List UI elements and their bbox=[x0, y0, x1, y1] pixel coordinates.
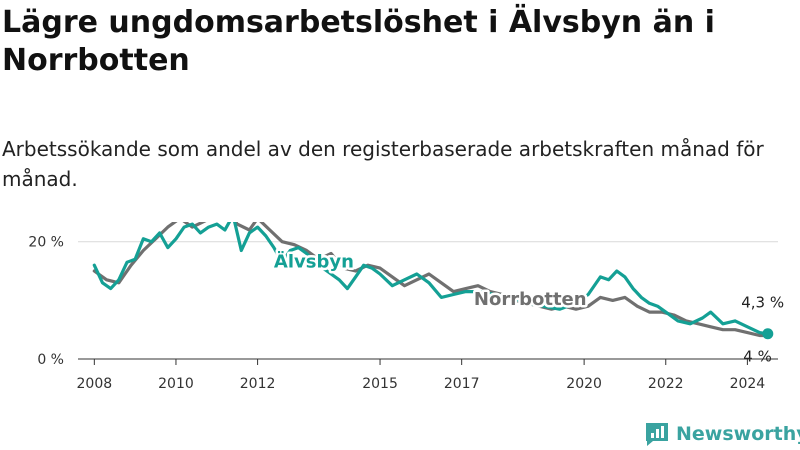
series-line-norrbotten bbox=[92, 222, 770, 338]
x-tick-label: 2008 bbox=[77, 376, 113, 392]
end-value-label-norrbotten: 4 % bbox=[743, 347, 772, 365]
newsworthy-logo-icon bbox=[646, 423, 668, 446]
x-tick-label: 2010 bbox=[158, 376, 194, 392]
line-chart: Älvsbyn Norrbotten 4,3 % 4 % 0 % 20 % 2008 201… bbox=[28, 222, 787, 392]
end-value-label-alvsbyn: 4,3 % bbox=[741, 293, 784, 311]
x-tick-label: 2012 bbox=[240, 376, 276, 392]
labels-layer: Älvsbyn Norrbotten 4,3 % 4 % bbox=[271, 248, 786, 368]
end-point-dot bbox=[762, 328, 774, 340]
x-tick-label: 2020 bbox=[566, 376, 602, 392]
brand-name: Newsworthy bbox=[676, 423, 800, 445]
chart-title: Lägre ungdomsarbetslöshet i Älvsbyn än i… bbox=[2, 5, 715, 78]
axis-layer: 0 % 20 % 2008 2010 2012 2015 2017 2020 2022 2024 bbox=[28, 235, 778, 392]
x-tick-label: 2017 bbox=[444, 376, 480, 392]
series-layer bbox=[92, 222, 774, 340]
y-tick-label: 20 % bbox=[28, 235, 64, 251]
x-tick-label: 2024 bbox=[730, 376, 766, 392]
series-line-alvsbyn bbox=[92, 222, 770, 336]
series-label-norrbotten: Norrbotten bbox=[474, 289, 587, 310]
series-label-alvsbyn: Älvsbyn bbox=[274, 251, 354, 273]
brand-logo[interactable]: Newsworthy bbox=[644, 419, 800, 449]
x-tick-label: 2022 bbox=[648, 376, 684, 392]
y-tick-label: 0 % bbox=[37, 352, 64, 368]
x-tick-label: 2015 bbox=[362, 376, 398, 392]
chart-subtitle: Arbetssökande som andel av den registerb… bbox=[2, 137, 764, 191]
